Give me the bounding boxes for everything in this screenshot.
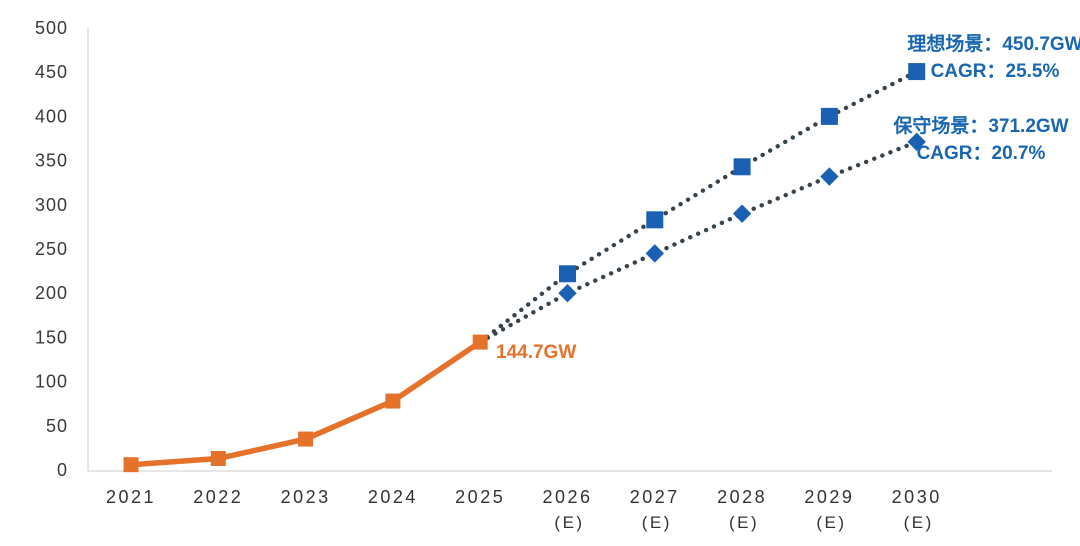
ideal-scenario-cagr-label: CAGR：25.5% <box>930 61 1060 82</box>
y-axis-tick-label: 350 <box>35 151 68 171</box>
conservative-scenario-value-label: 保守场景：371.2GW <box>893 116 1069 137</box>
x-axis-label: 2021 <box>106 487 156 507</box>
x-axis-label: 2027 <box>630 487 680 507</box>
ideal-scenario-marker <box>820 107 838 125</box>
ideal-scenario-marker <box>733 158 751 176</box>
current-value-label: 144.7GW <box>496 342 577 363</box>
conservative-scenario-marker <box>732 204 752 223</box>
x-axis-label: 2023 <box>281 487 331 507</box>
historical-marker <box>472 334 488 350</box>
historical-marker <box>123 457 139 473</box>
conservative-scenario-marker <box>558 284 577 303</box>
x-axis-label: 2026 <box>542 487 592 507</box>
x-axis-label: 2028 <box>717 487 767 507</box>
y-axis-tick-label: 200 <box>35 283 68 303</box>
historical-marker <box>385 393 401 409</box>
y-axis-tick-label: 450 <box>35 62 68 82</box>
ideal-scenario-value-label: 理想场景：450.7GW <box>907 34 1080 55</box>
x-axis-estimate-label: (E) <box>554 513 584 532</box>
x-axis-label: 2025 <box>455 487 505 507</box>
x-axis-estimate-label: (E) <box>642 513 672 532</box>
conservative-scenario-marker <box>645 244 664 263</box>
ideal-scenario-annotation: 理想场景：450.7GW CAGR：25.5% <box>905 31 1080 85</box>
conservative-scenario-dotted-line <box>478 139 919 345</box>
y-axis-tick-label: 500 <box>35 18 68 38</box>
ideal-scenario-marker <box>908 63 926 81</box>
x-axis-label: 2029 <box>804 487 854 507</box>
conservative-scenario-cagr-label: CAGR：20.7% <box>916 143 1046 164</box>
y-axis-tick-label: 150 <box>35 327 68 347</box>
x-axis-label: 2022 <box>193 487 243 507</box>
y-axis-tick-label: 300 <box>35 195 68 215</box>
y-axis-tick-label: 100 <box>35 372 68 392</box>
y-axis-tick-label: 400 <box>35 106 68 126</box>
y-axis-tick-label: 50 <box>46 416 68 436</box>
x-axis-label: 2024 <box>368 487 418 507</box>
conservative-scenario-marker <box>907 132 926 152</box>
x-axis-estimate-label: (E) <box>816 513 846 532</box>
historical-marker <box>298 431 314 447</box>
x-axis-label: 2030 <box>892 487 942 507</box>
ideal-scenario-dotted-line <box>478 69 919 345</box>
ideal-scenario-marker <box>646 211 664 229</box>
historical-marker <box>210 451 226 467</box>
y-axis-tick-label: 250 <box>35 239 68 259</box>
conservative-scenario-marker <box>820 167 839 186</box>
x-axis-estimate-label: (E) <box>729 513 759 532</box>
y-axis-tick-label: 0 <box>57 460 68 480</box>
x-axis-estimate-label: (E) <box>904 513 934 532</box>
conservative-scenario-annotation: 保守场景：371.2GW CAGR：20.7% <box>891 113 1071 167</box>
ideal-scenario-marker <box>559 265 576 283</box>
